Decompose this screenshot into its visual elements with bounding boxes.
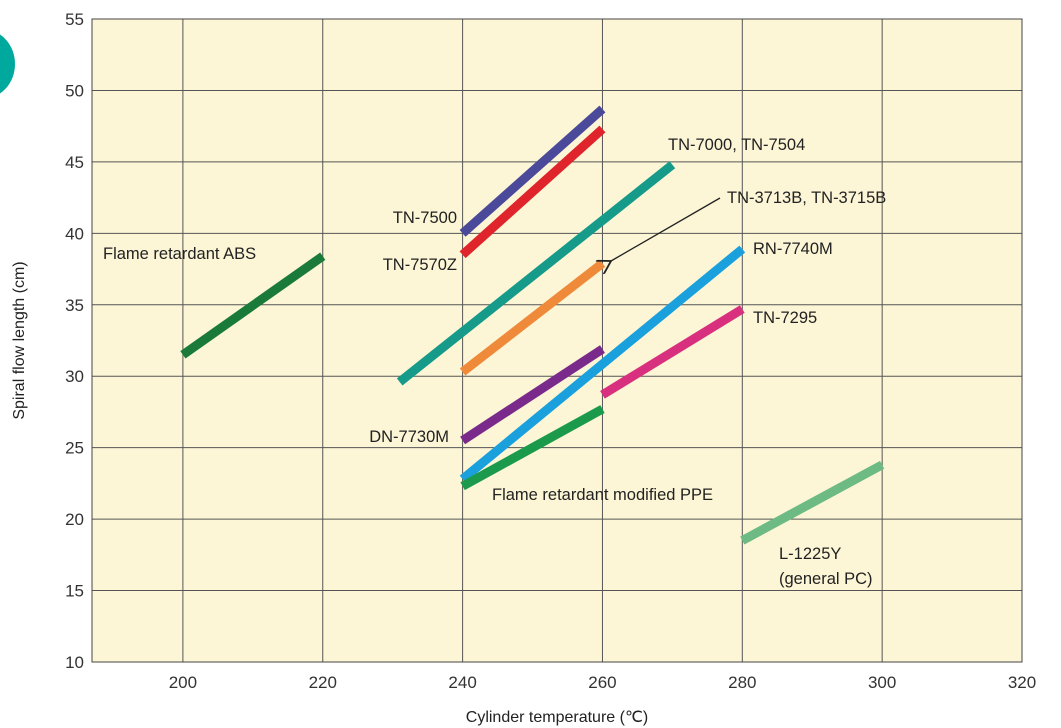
series-line — [459, 105, 606, 237]
y-tick-label: 25 — [65, 439, 84, 458]
x-tick-label: 280 — [728, 673, 756, 692]
y-tick-label: 30 — [65, 367, 84, 386]
series-line — [460, 405, 605, 491]
annotation-arrow — [611, 197, 721, 261]
series-label: TN-7500 — [393, 209, 457, 227]
series-label: DN-7730M — [369, 428, 449, 446]
x-tick-label: 220 — [309, 673, 337, 692]
x-tick-label: 200 — [169, 673, 197, 692]
y-tick-label: 55 — [65, 10, 84, 29]
y-tick-label: 20 — [65, 510, 84, 529]
series-line — [396, 161, 676, 386]
y-tick-label: 10 — [65, 653, 84, 672]
y-tick-label: 45 — [65, 153, 84, 172]
x-axis-label: Cylinder temperature (℃) — [466, 709, 648, 726]
series-line — [459, 125, 606, 259]
series-label: Flame retardant ABS — [103, 245, 256, 263]
series-labels: Flame retardant ABS TN-7500 TN-7570Z TN-700… — [103, 136, 886, 588]
x-tick-label: 240 — [448, 673, 476, 692]
tick-labels: 200 220 240 260 280 300 320 10 15 20 25 30 35 40 45 50 5… — [65, 10, 1036, 692]
series-line — [460, 345, 605, 445]
x-tick-label: 300 — [868, 673, 896, 692]
series-line — [740, 460, 885, 545]
series-label: (general PC) — [779, 570, 873, 588]
series-label: Flame retardant modified PPE — [492, 486, 713, 504]
y-axis-label: Spiral flow length (cm) — [11, 261, 28, 419]
series-label: TN-7570Z — [383, 256, 457, 274]
series-line — [180, 252, 326, 359]
series-line — [459, 259, 606, 376]
series-line — [459, 245, 746, 483]
series-label: L-1225Y — [779, 545, 841, 563]
y-tick-label: 35 — [65, 296, 84, 315]
x-tick-label: 320 — [1008, 673, 1036, 692]
grid-lines — [92, 19, 1022, 662]
series-label: TN-3713B, TN-3715B — [727, 189, 886, 207]
y-tick-label: 40 — [65, 224, 84, 243]
plot-background — [92, 19, 1022, 662]
series-lines — [180, 105, 885, 545]
series-label: RN-7740M — [753, 240, 833, 258]
y-tick-label: 50 — [65, 81, 84, 100]
series-label: TN-7295 — [753, 309, 817, 327]
y-tick-label: 15 — [65, 582, 84, 601]
series-label: TN-7000, TN-7504 — [668, 136, 805, 154]
x-tick-label: 260 — [588, 673, 616, 692]
plot-border — [91, 18, 1023, 663]
series-line — [600, 305, 745, 399]
